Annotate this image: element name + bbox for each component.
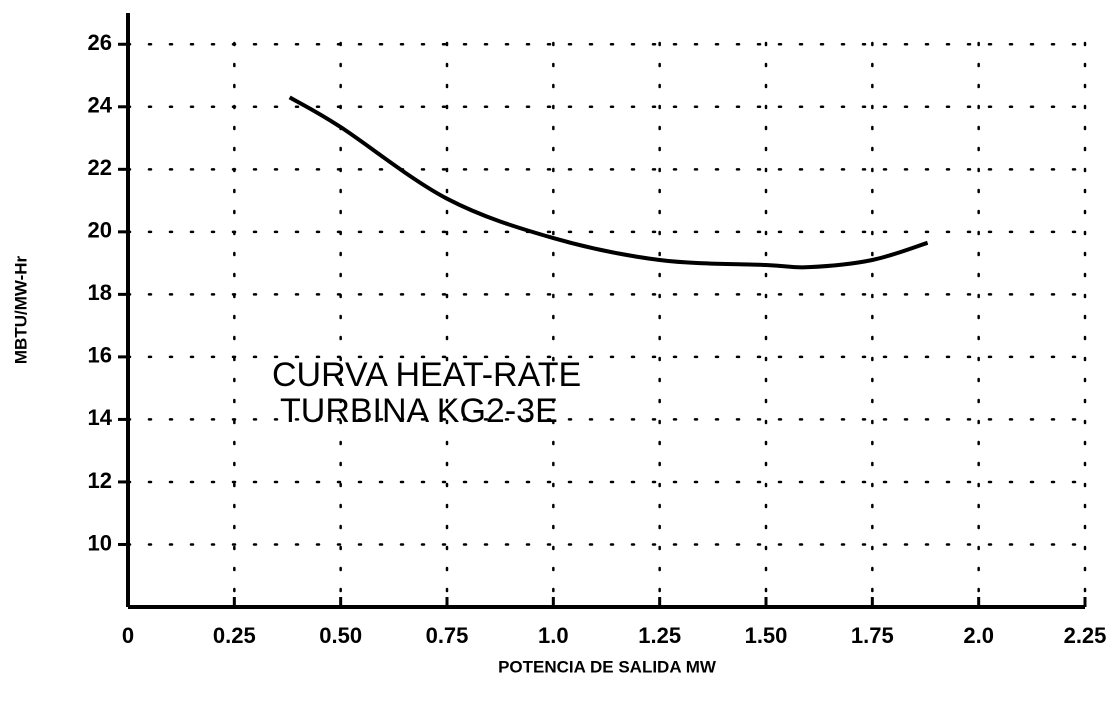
x-tick-label: 1.50	[745, 623, 788, 648]
x-tick-label: 0.50	[319, 623, 362, 648]
y-tick-label: 20	[88, 218, 112, 243]
y-tick-label: 16	[88, 343, 112, 368]
y-tick-label: 24	[88, 93, 113, 118]
y-tick-label: 26	[88, 30, 112, 55]
x-tick-label: 1.25	[638, 623, 681, 648]
x-tick-label: 2.25	[1064, 623, 1107, 648]
y-tick-label: 18	[88, 280, 112, 305]
x-tick-label: 1.75	[851, 623, 894, 648]
x-tick-label: 1.0	[538, 623, 569, 648]
line	[288, 95, 929, 270]
x-axis-title: POTENCIA DE SALIDA MW	[498, 657, 717, 676]
y-tick-label: 10	[88, 530, 112, 555]
annotation: TURBINA KG2-3E	[280, 392, 558, 430]
x-tick-label: 0.25	[213, 623, 256, 648]
x-tick-label: 2.0	[963, 623, 994, 648]
y-axis-title: MBTU/MW-Hr	[11, 255, 30, 364]
y-tick-label: 22	[88, 155, 112, 180]
y-tick-label: 12	[88, 468, 112, 493]
annotation: CURVA HEAT-RATE	[272, 356, 581, 394]
x-tick-label: 0	[122, 623, 134, 648]
y-tick-label: 14	[88, 405, 113, 430]
x-tick-label: 0.75	[426, 623, 469, 648]
